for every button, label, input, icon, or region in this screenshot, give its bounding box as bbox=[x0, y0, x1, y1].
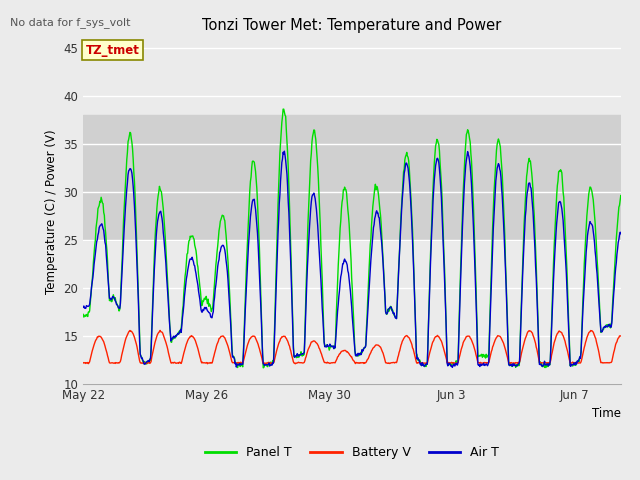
Panel T bbox=[79, 312, 87, 317]
Battery V bbox=[632, 360, 640, 366]
Panel T bbox=[311, 132, 319, 138]
X-axis label: Time: Time bbox=[592, 408, 621, 420]
Battery V bbox=[527, 328, 535, 334]
Air T bbox=[99, 226, 107, 231]
Title: Tonzi Tower Met: Temperature and Power: Tonzi Tower Met: Temperature and Power bbox=[202, 18, 502, 33]
Panel T bbox=[209, 298, 217, 303]
Text: No data for f_sys_volt: No data for f_sys_volt bbox=[10, 17, 130, 28]
Air T bbox=[632, 324, 640, 330]
Battery V bbox=[394, 355, 402, 360]
Y-axis label: Temperature (C) / Power (V): Temperature (C) / Power (V) bbox=[45, 129, 58, 293]
Battery V bbox=[311, 339, 319, 345]
Line: Panel T: Panel T bbox=[83, 109, 636, 368]
Text: TZ_tmet: TZ_tmet bbox=[86, 44, 140, 57]
Panel T bbox=[282, 113, 289, 119]
Battery V bbox=[99, 337, 107, 343]
Bar bbox=[83, 115, 621, 240]
Panel T bbox=[259, 365, 267, 371]
Air T bbox=[310, 193, 318, 199]
Battery V bbox=[156, 327, 164, 333]
Air T bbox=[280, 148, 288, 154]
Panel T bbox=[394, 285, 402, 291]
Air T bbox=[209, 309, 217, 315]
Battery V bbox=[210, 353, 218, 359]
Legend: Panel T, Battery V, Air T: Panel T, Battery V, Air T bbox=[200, 441, 504, 464]
Panel T bbox=[99, 201, 107, 206]
Air T bbox=[79, 304, 87, 310]
Line: Battery V: Battery V bbox=[83, 330, 636, 364]
Line: Air T: Air T bbox=[83, 151, 636, 367]
Panel T bbox=[527, 164, 535, 170]
Battery V bbox=[79, 360, 87, 366]
Battery V bbox=[291, 361, 299, 367]
Battery V bbox=[281, 334, 289, 339]
Air T bbox=[394, 301, 401, 307]
Panel T bbox=[632, 313, 640, 319]
Panel T bbox=[279, 106, 287, 112]
Air T bbox=[281, 153, 289, 158]
Air T bbox=[527, 185, 535, 191]
Air T bbox=[449, 364, 456, 370]
